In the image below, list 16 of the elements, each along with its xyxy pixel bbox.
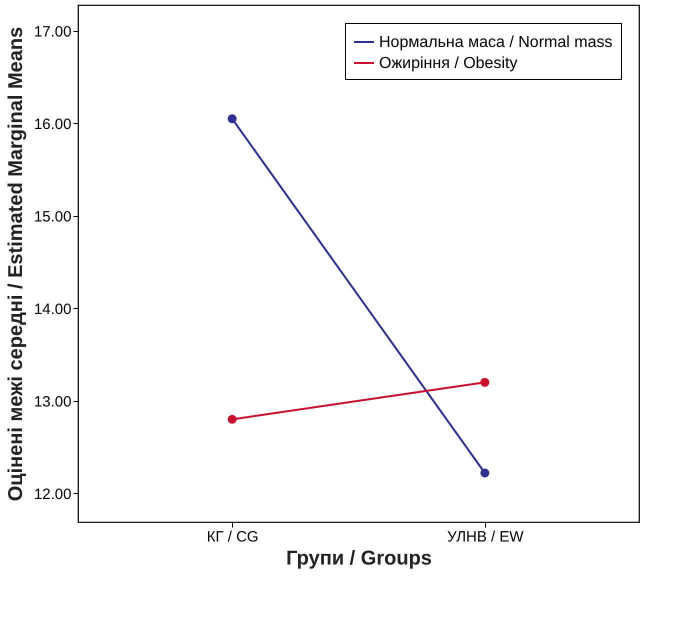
legend-label: Ожиріння / Obesity (379, 55, 518, 72)
y-tick-label: 12.00 (34, 486, 72, 503)
point (480, 468, 490, 478)
y-axis-title: Оцінені межі середні / Estimated Marginal Means (4, 26, 27, 502)
point (228, 414, 237, 424)
x-axis-title: Групи / Groups (286, 548, 432, 570)
point (480, 378, 490, 387)
point (228, 114, 237, 124)
y-tick-label: 14.00 (34, 300, 72, 318)
legend-label: Нормальна маса / Normal mass (379, 34, 612, 51)
y-tick-label: 15.00 (34, 208, 72, 226)
y-tick-label: 17.00 (34, 23, 72, 40)
y-tick-label: 16.00 (34, 116, 72, 133)
y-tick-label: 13.00 (34, 393, 72, 410)
x-tick-label: КГ / CG (206, 528, 259, 546)
x-tick-label: УЛНВ / EW (447, 528, 524, 546)
